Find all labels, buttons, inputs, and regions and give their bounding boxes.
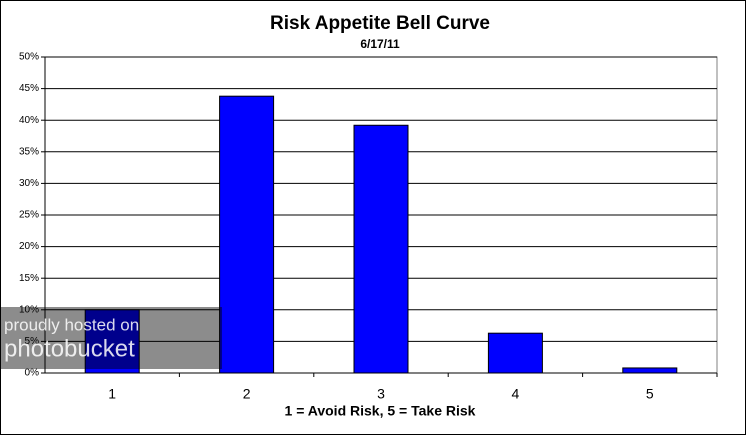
watermark: proudly hosted on bbox=[4, 315, 139, 334]
bar bbox=[622, 367, 678, 374]
y-tick-label: 30% bbox=[19, 178, 39, 189]
x-tick-label: 5 bbox=[646, 386, 654, 402]
y-tick-label: 45% bbox=[19, 83, 39, 94]
y-tick-label: 0% bbox=[25, 368, 40, 379]
x-tick-label: 3 bbox=[377, 386, 385, 402]
watermark-box bbox=[0, 307, 222, 369]
bar bbox=[84, 309, 140, 374]
x-tick-label: 2 bbox=[243, 386, 251, 402]
bar bbox=[487, 332, 543, 374]
chart-title: Risk Appetite Bell Curve bbox=[270, 13, 490, 34]
x-tick-label: 1 bbox=[108, 386, 116, 402]
y-tick-label: 35% bbox=[19, 146, 39, 157]
y-tick-label: 15% bbox=[19, 273, 39, 284]
y-tick-label: 25% bbox=[19, 210, 39, 221]
bar bbox=[353, 124, 409, 374]
bar bbox=[219, 95, 275, 374]
y-tick-label: 50% bbox=[19, 52, 39, 63]
watermark: photobucket bbox=[4, 335, 135, 362]
x-axis-label: 1 = Avoid Risk, 5 = Take Risk bbox=[285, 403, 476, 419]
x-tick-label: 4 bbox=[512, 386, 520, 402]
y-tick-label: 10% bbox=[19, 304, 39, 315]
y-tick-label: 40% bbox=[19, 115, 39, 126]
chart-subtitle: 6/17/11 bbox=[360, 37, 400, 51]
y-tick-label: 5% bbox=[25, 336, 40, 347]
y-tick-label: 20% bbox=[19, 241, 39, 252]
